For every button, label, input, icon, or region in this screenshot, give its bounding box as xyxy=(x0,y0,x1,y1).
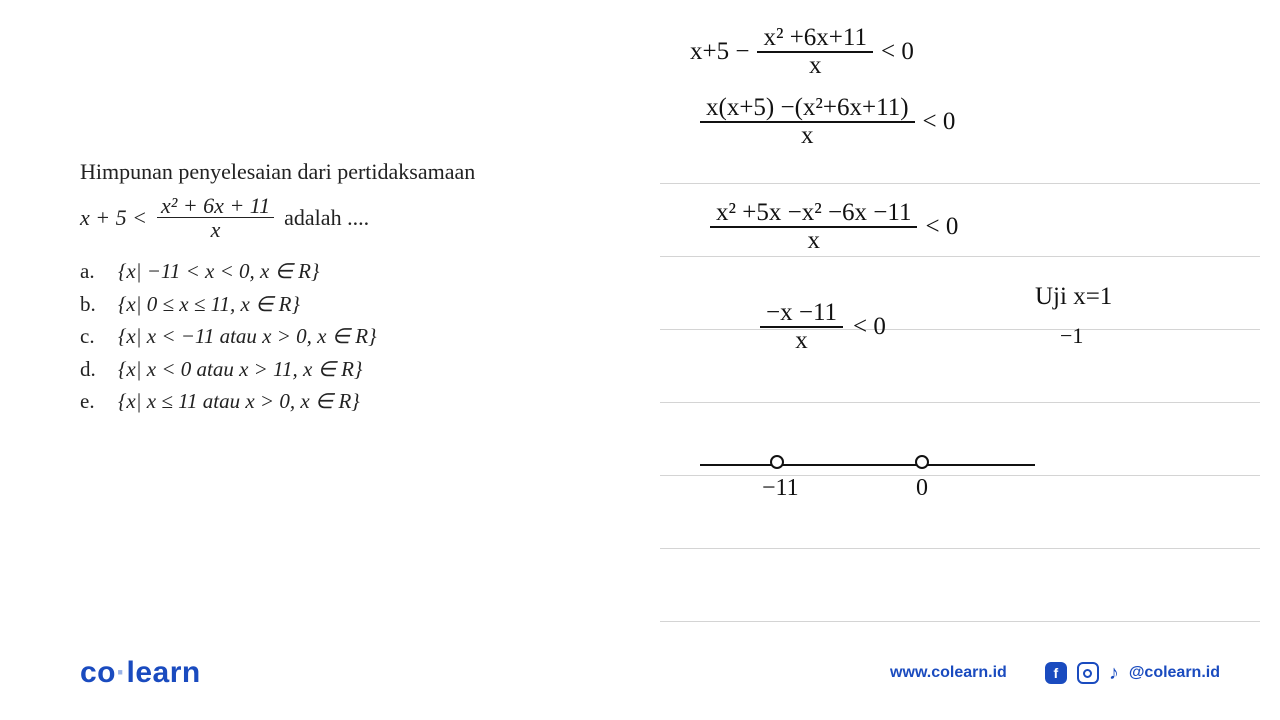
work1-frac: x² +6x+11 x xyxy=(757,25,873,80)
rule-line xyxy=(660,402,1260,403)
worked-solution: x+5 − x² +6x+11 x < 0 x(x+5) −(x²+6x+11)… xyxy=(620,15,1240,655)
numline-label-right: 0 xyxy=(916,475,928,502)
work2-frac: x(x+5) −(x²+6x+11) x xyxy=(700,95,915,150)
work2-right: < 0 xyxy=(923,108,956,136)
site-url: www.colearn.id xyxy=(890,664,1007,682)
instagram-icon xyxy=(1077,662,1099,684)
work1-left: x+5 − xyxy=(690,38,749,66)
rule-line xyxy=(660,256,1260,257)
social-handle: @colearn.id xyxy=(1129,664,1220,682)
test-sub: −1 xyxy=(1060,323,1083,349)
footer: co·learn www.colearn.id f ♪ @colearn.id xyxy=(80,656,1220,690)
fraction-numerator: x² + 6x + 11 xyxy=(157,194,274,218)
rule-line xyxy=(660,329,1260,330)
option-b: b.{x| 0 ≤ x ≤ 11, x ∈ R} xyxy=(80,288,560,321)
work3-right: < 0 xyxy=(925,213,958,241)
inequality-expression: x + 5 < x² + 6x + 11 x adalah .... xyxy=(80,194,560,241)
open-circle-right xyxy=(915,455,929,469)
brand-logo: co·learn xyxy=(80,656,201,690)
work-line-3: x² +5x −x² −6x −11 x < 0 xyxy=(710,200,958,255)
numline-label-left: −11 xyxy=(762,475,799,502)
option-a: a.{x| −11 < x < 0, x ∈ R} xyxy=(80,255,560,288)
rule-line xyxy=(660,621,1260,622)
tiktok-icon: ♪ xyxy=(1109,662,1119,685)
rule-line xyxy=(660,548,1260,549)
work4-right: < 0 xyxy=(853,313,886,341)
option-e: e.{x| x ≤ 11 atau x > 0, x ∈ R} xyxy=(80,385,560,418)
facebook-icon: f xyxy=(1045,662,1067,684)
logo-co: co xyxy=(80,656,116,689)
rhs-fraction: x² + 6x + 11 x xyxy=(157,194,274,241)
open-circle-left xyxy=(770,455,784,469)
work4-frac: −x −11 x xyxy=(760,300,843,355)
logo-learn: learn xyxy=(127,656,201,689)
work-line-4: −x −11 x < 0 xyxy=(760,300,886,355)
rule-line xyxy=(660,475,1260,476)
work-line-1: x+5 − x² +6x+11 x < 0 xyxy=(690,25,914,80)
option-c: c.{x| x < −11 atau x > 0, x ∈ R} xyxy=(80,320,560,353)
logo-dot: · xyxy=(116,656,127,689)
footer-right: www.colearn.id f ♪ @colearn.id xyxy=(890,662,1220,685)
fraction-denominator: x xyxy=(207,218,225,241)
work3-frac: x² +5x −x² −6x −11 x xyxy=(710,200,917,255)
work-line-2: x(x+5) −(x²+6x+11) x < 0 xyxy=(700,95,955,150)
options-list: a.{x| −11 < x < 0, x ∈ R} b.{x| 0 ≤ x ≤ … xyxy=(80,255,560,418)
test-label: Uji x=1 xyxy=(1035,283,1112,311)
lhs: x + 5 < xyxy=(80,205,147,231)
question-block: Himpunan penyelesaian dari pertidaksamaa… xyxy=(80,155,560,418)
rule-line xyxy=(660,183,1260,184)
number-line xyxy=(700,464,1035,466)
question-prompt: Himpunan penyelesaian dari pertidaksamaa… xyxy=(80,155,560,188)
work1-right: < 0 xyxy=(881,38,914,66)
option-d: d.{x| x < 0 atau x > 11, x ∈ R} xyxy=(80,353,560,386)
question-suffix: adalah .... xyxy=(284,205,369,231)
